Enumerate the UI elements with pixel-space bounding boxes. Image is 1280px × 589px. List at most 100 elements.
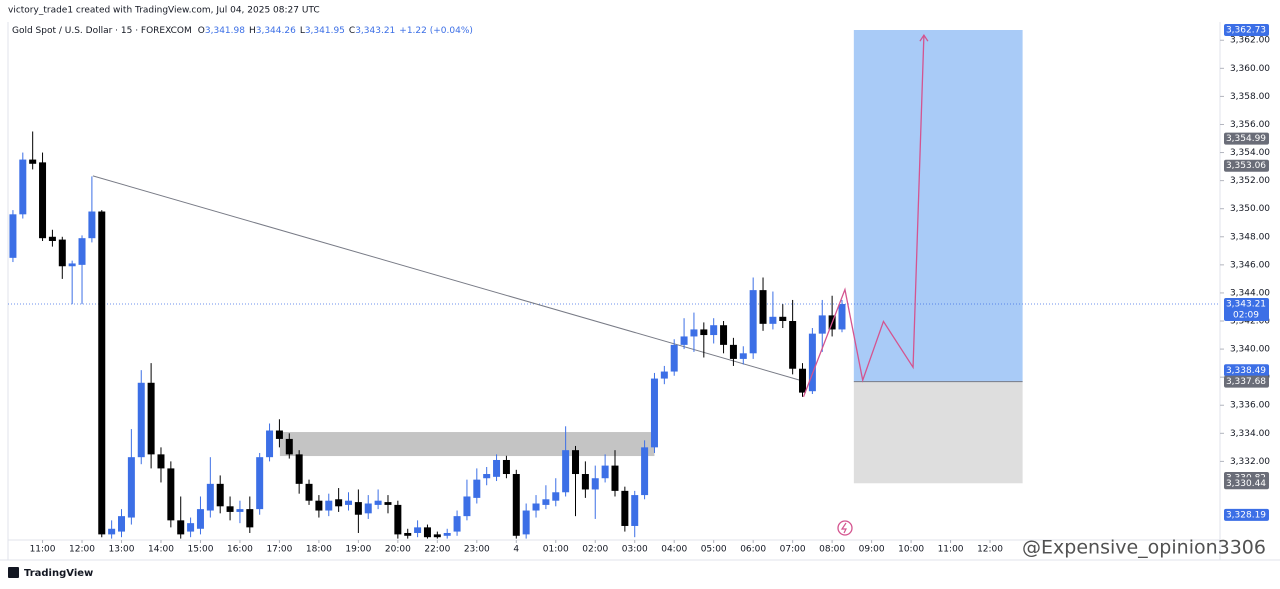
- candle-body: [266, 430, 274, 458]
- candle-body: [562, 450, 570, 493]
- price-tag: [1224, 24, 1269, 37]
- candle-body: [48, 236, 56, 241]
- candle-body: [9, 214, 17, 258]
- legend-text: Gold Spot / U.S. Dollar · 15 · FOREXCOM O…: [12, 26, 473, 36]
- candle-body: [108, 528, 116, 535]
- trend-line: [92, 175, 804, 382]
- x-tick-label: 14:00: [148, 545, 174, 555]
- price-tag-label: 3,328.19: [1226, 510, 1266, 520]
- event-icon-bolt: [840, 522, 847, 534]
- ohlc-value: 3,343.21: [355, 26, 395, 36]
- candle-body: [394, 504, 402, 535]
- x-tick-label: 17:00: [266, 545, 292, 555]
- x-tick-label: 12:00: [977, 545, 1003, 555]
- candle-body: [98, 211, 106, 535]
- price-change: +1.22 (+0.04%): [399, 26, 473, 36]
- x-tick-label: 10:00: [898, 545, 924, 555]
- plot-area: [8, 30, 1220, 539]
- candle-body: [591, 478, 599, 490]
- candle-body: [808, 333, 816, 392]
- candle-body: [641, 447, 649, 496]
- y-tick-label: 3,344.00: [1230, 288, 1270, 298]
- candle-body: [473, 479, 481, 498]
- candle-body: [483, 474, 491, 479]
- price-tag-label: 3,338.49: [1226, 366, 1266, 376]
- y-tick-label: 3,342.00: [1230, 317, 1270, 327]
- candle-body: [335, 499, 343, 507]
- x-tick-label: 06:00: [740, 545, 766, 555]
- countdown: 02:09: [1233, 311, 1259, 321]
- candle-body: [611, 465, 619, 491]
- ohlc-value: 3,341.98: [205, 26, 245, 36]
- candle-body: [463, 496, 471, 517]
- candle-body: [601, 465, 609, 479]
- candle-body: [384, 502, 392, 505]
- candle-body: [502, 459, 510, 475]
- candle-body: [374, 500, 382, 505]
- candle-body: [127, 457, 135, 518]
- candle-body: [88, 211, 96, 239]
- brand-logo: [8, 567, 19, 578]
- candle-body: [177, 520, 185, 535]
- author-line: victory_trade1 created with TradingView.…: [8, 6, 320, 16]
- candle-body: [690, 329, 698, 337]
- price-tag-label: 3,330.44: [1226, 479, 1266, 489]
- x-tick-label: 23:00: [464, 545, 490, 555]
- candle-body: [39, 162, 47, 239]
- x-tick-label: 01:00: [543, 545, 569, 555]
- x-tick-label: 22:00: [424, 545, 450, 555]
- price-tag: [1224, 159, 1269, 172]
- candle-body: [453, 516, 461, 532]
- candle-body: [680, 336, 688, 345]
- candle-body: [720, 325, 728, 345]
- x-tick-label: 04:00: [661, 545, 687, 555]
- candle-body: [157, 454, 165, 469]
- candle-body: [759, 290, 767, 324]
- candle-body: [532, 503, 540, 511]
- ohlc-key: O: [198, 26, 205, 36]
- price-tag: [1224, 364, 1269, 377]
- candle-body: [443, 532, 451, 536]
- y-tick-label: 3,340.00: [1230, 345, 1270, 355]
- price-tag: [1224, 375, 1269, 388]
- ohlc-value: 3,341.95: [305, 26, 345, 36]
- candle-body: [19, 159, 27, 215]
- ohlc-value: 3,344.26: [256, 26, 296, 36]
- candle-body: [572, 450, 580, 475]
- ohlc-key: L: [300, 26, 305, 36]
- x-tick-label: 18:00: [306, 545, 332, 555]
- x-tick-label: 16:00: [227, 545, 253, 555]
- candle-body: [710, 325, 718, 336]
- x-tick-label: 07:00: [780, 545, 806, 555]
- candle-body: [739, 353, 747, 359]
- candle-body: [414, 527, 422, 533]
- candle-body: [512, 474, 520, 536]
- y-tick-label: 3,356.00: [1230, 120, 1270, 130]
- position-loss: [853, 381, 1023, 484]
- candle-body: [236, 509, 244, 512]
- projection-path: [802, 35, 925, 398]
- x-tick-label: 05:00: [701, 545, 727, 555]
- x-tick-label: 08:00: [819, 545, 845, 555]
- y-tick-label: 3,362.00: [1230, 36, 1270, 46]
- ohlc-key: C: [349, 26, 355, 36]
- price-tag-label: 3,354.99: [1226, 134, 1266, 144]
- candle-body: [226, 506, 234, 512]
- candle-body: [78, 238, 86, 265]
- x-tick-label: 4: [513, 545, 519, 555]
- symbol-legend: Gold Spot / U.S. Dollar · 15 · FOREXCOM O…: [12, 26, 473, 36]
- candle-body: [295, 454, 303, 484]
- candle-body: [799, 368, 807, 393]
- event-icon[interactable]: [837, 520, 853, 536]
- candle-body: [818, 315, 826, 334]
- y-tick-label: 3,348.00: [1230, 232, 1270, 242]
- candle-body: [670, 344, 678, 372]
- price-tag: [1224, 477, 1269, 490]
- y-tick-label: 3,352.00: [1230, 176, 1270, 186]
- x-tick-label: 11:00: [938, 545, 964, 555]
- watermark: @Expensive_opinion3306: [1022, 537, 1266, 559]
- candle-body: [187, 523, 195, 532]
- candle-body: [29, 159, 37, 164]
